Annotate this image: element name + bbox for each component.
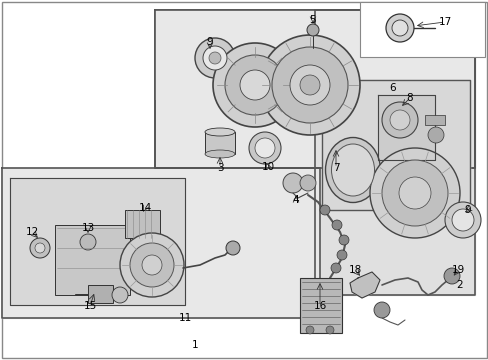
Circle shape: [112, 287, 128, 303]
Circle shape: [299, 175, 315, 191]
Bar: [155, 10, 474, 100]
Circle shape: [427, 127, 443, 143]
Circle shape: [325, 326, 333, 334]
Text: 8: 8: [406, 93, 412, 103]
Polygon shape: [377, 95, 434, 160]
Polygon shape: [2, 168, 319, 318]
Bar: [359, 2, 484, 57]
Ellipse shape: [204, 128, 235, 136]
Text: 9: 9: [464, 205, 470, 215]
Circle shape: [373, 302, 389, 318]
Text: 10: 10: [261, 162, 274, 172]
Circle shape: [30, 238, 50, 258]
Polygon shape: [349, 272, 379, 298]
Text: 16: 16: [313, 301, 326, 311]
Circle shape: [283, 173, 303, 193]
Circle shape: [224, 55, 285, 115]
Circle shape: [330, 263, 340, 273]
Text: 9: 9: [206, 37, 213, 47]
Circle shape: [385, 14, 413, 42]
Ellipse shape: [204, 150, 235, 158]
Bar: [204, 132, 235, 154]
Text: 15: 15: [83, 301, 97, 311]
Ellipse shape: [325, 138, 380, 202]
Circle shape: [444, 202, 480, 238]
Circle shape: [451, 209, 473, 231]
Circle shape: [331, 220, 341, 230]
Circle shape: [381, 160, 447, 226]
Bar: [125, 210, 160, 238]
Polygon shape: [155, 10, 474, 168]
Circle shape: [80, 234, 96, 250]
Circle shape: [35, 243, 45, 253]
Circle shape: [336, 250, 346, 260]
Circle shape: [254, 138, 274, 158]
Circle shape: [130, 243, 174, 287]
Circle shape: [381, 102, 417, 138]
Circle shape: [142, 255, 162, 275]
Circle shape: [260, 35, 359, 135]
Circle shape: [443, 268, 459, 284]
Text: 12: 12: [25, 227, 39, 237]
Text: 7: 7: [332, 163, 339, 173]
Circle shape: [289, 65, 329, 105]
Circle shape: [213, 43, 296, 127]
Circle shape: [240, 70, 269, 100]
Text: 11: 11: [178, 313, 191, 323]
Circle shape: [389, 110, 409, 130]
Text: 4: 4: [292, 195, 299, 205]
Circle shape: [203, 46, 226, 70]
Circle shape: [305, 326, 313, 334]
Circle shape: [120, 233, 183, 297]
Bar: [424, 115, 444, 125]
Polygon shape: [10, 178, 184, 305]
Circle shape: [391, 20, 407, 36]
Bar: [55, 225, 130, 295]
Text: 18: 18: [347, 265, 361, 275]
Circle shape: [306, 24, 318, 36]
Circle shape: [208, 52, 221, 64]
Text: 3: 3: [216, 163, 223, 173]
Circle shape: [299, 75, 319, 95]
Circle shape: [248, 132, 281, 164]
Text: 5: 5: [309, 15, 316, 25]
Circle shape: [225, 241, 240, 255]
Text: 13: 13: [81, 223, 95, 233]
Text: 17: 17: [437, 17, 451, 27]
Circle shape: [195, 38, 235, 78]
Text: 14: 14: [138, 203, 151, 213]
Circle shape: [398, 177, 430, 209]
Text: 2: 2: [456, 280, 462, 290]
Ellipse shape: [331, 144, 374, 196]
Bar: [299, 278, 341, 333]
Polygon shape: [321, 80, 469, 210]
Circle shape: [369, 148, 459, 238]
Text: 1: 1: [191, 340, 198, 350]
Polygon shape: [314, 10, 474, 295]
Circle shape: [319, 205, 329, 215]
Circle shape: [338, 235, 348, 245]
Text: 6: 6: [389, 83, 395, 93]
Circle shape: [271, 47, 347, 123]
Bar: [88, 285, 113, 303]
Text: 19: 19: [450, 265, 464, 275]
